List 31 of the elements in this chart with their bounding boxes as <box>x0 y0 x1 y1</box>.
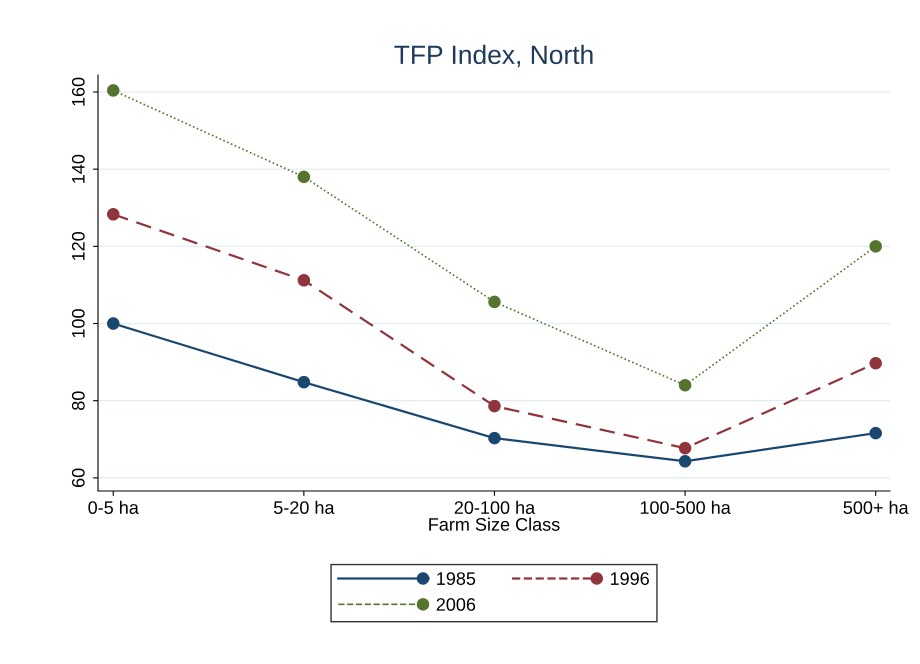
x-tick-label: 0-5 ha <box>88 500 139 514</box>
y-tick-label: 140 <box>72 154 85 183</box>
legend-label: 2006 <box>436 598 476 611</box>
x-tick-label: 20-100 ha <box>454 500 536 514</box>
point <box>678 379 692 392</box>
x-tick-label: 100-500 ha <box>640 500 731 514</box>
point <box>488 432 501 444</box>
legend-label: 1985 <box>437 572 476 585</box>
x-tick-label: 500+ ha <box>844 500 909 514</box>
y-tick-label: 160 <box>72 78 85 106</box>
chart-title: TFP Index, North <box>394 44 593 68</box>
point <box>107 208 120 221</box>
point <box>298 376 310 388</box>
point <box>107 84 120 97</box>
point <box>678 455 692 468</box>
point <box>869 426 882 440</box>
point <box>107 317 120 330</box>
legend-label: 1996 <box>610 572 649 585</box>
y-tick-label: 120 <box>72 232 85 260</box>
point <box>869 357 882 370</box>
point <box>298 274 310 287</box>
y-tick-label: 80 <box>72 391 85 410</box>
point <box>488 400 501 412</box>
point <box>488 296 501 308</box>
x-axis-title: Farm Size Class <box>429 518 560 531</box>
x-tick-label: 5-20 ha <box>274 500 334 514</box>
point <box>678 442 692 454</box>
point <box>298 170 310 184</box>
y-tick-label: 100 <box>72 309 85 338</box>
point <box>869 240 882 253</box>
y-tick-label: 60 <box>72 468 85 488</box>
